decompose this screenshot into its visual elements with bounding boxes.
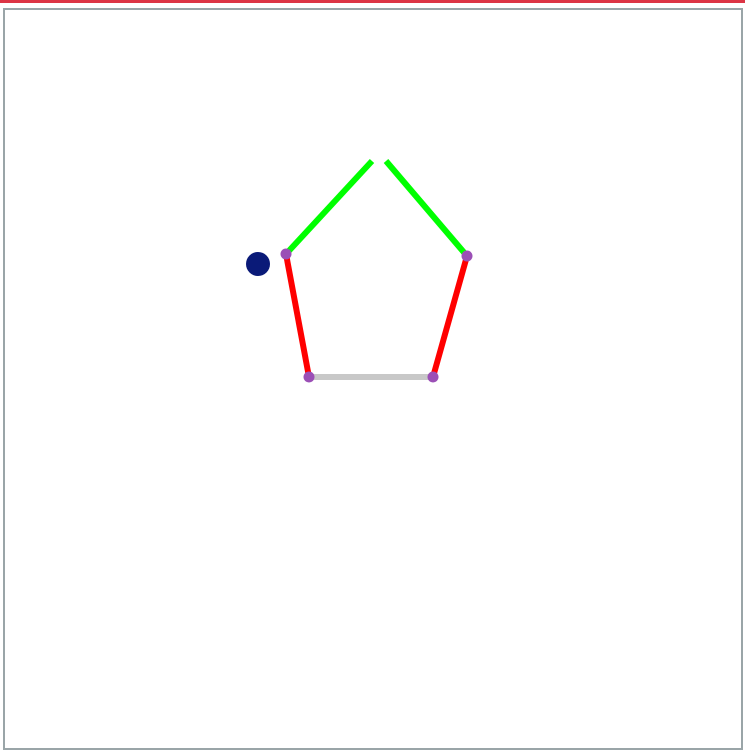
player-token[interactable] (246, 252, 270, 276)
edge-left[interactable] (283, 253, 312, 378)
top-accent-bar (0, 0, 745, 3)
edge-top-left[interactable] (283, 158, 375, 257)
node-bottom-left[interactable] (303, 371, 315, 383)
node-bottom-right[interactable] (427, 371, 439, 383)
player-layer (246, 252, 270, 276)
node-right[interactable] (461, 250, 473, 262)
edges-layer (283, 158, 470, 380)
nodes-layer (280, 248, 473, 383)
edge-top-right[interactable] (383, 159, 470, 258)
edge-right[interactable] (430, 255, 470, 378)
node-left[interactable] (280, 248, 292, 260)
